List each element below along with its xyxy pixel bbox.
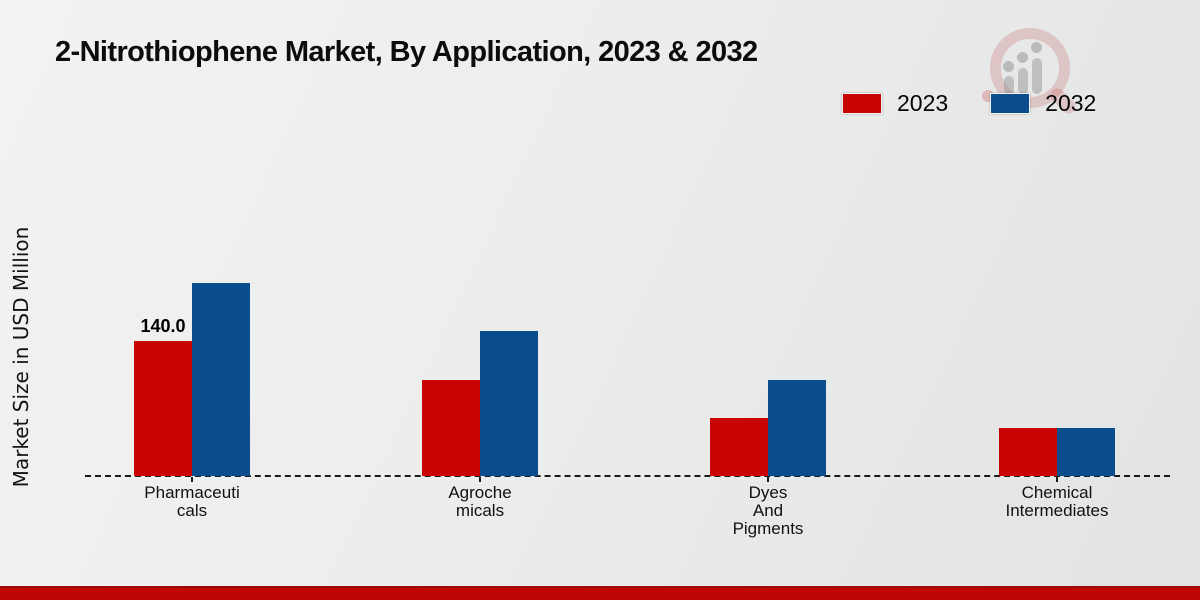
category-label-line: And — [752, 501, 784, 520]
watermark-bar-icon — [1032, 58, 1042, 94]
watermark-dot-icon — [1017, 52, 1028, 63]
bar-2023-dyes-and-pigments — [710, 418, 768, 476]
category-label-line: cals — [176, 501, 208, 520]
category-label-agrochemicals: Agroche micals — [370, 484, 590, 520]
category-label-line: Dyes — [748, 483, 788, 502]
x-axis-tick — [191, 477, 193, 482]
bar-2032-chemical-intermediates — [1057, 428, 1115, 476]
bar-2032-dyes-and-pigments — [768, 380, 826, 476]
bar-2023-chemical-intermediates — [999, 428, 1057, 476]
watermark-dot-icon — [1003, 61, 1014, 72]
x-axis-baseline — [85, 475, 1170, 477]
watermark-dot-icon — [1031, 42, 1042, 53]
bar-2023-pharmaceuticals — [134, 341, 192, 476]
x-axis-tick — [1056, 477, 1058, 482]
watermark-bar-icon — [1018, 68, 1028, 94]
category-label-line: Pharmaceuti — [144, 483, 240, 502]
bar-2032-agrochemicals — [480, 331, 538, 476]
legend-label-2032: 2032 — [1045, 90, 1097, 116]
legend: 2023 2032 — [842, 90, 1096, 117]
watermark-bar-icon — [1004, 76, 1014, 94]
category-label-pharmaceuticals: Pharmaceuti cals — [82, 484, 302, 520]
category-label-chemical-intermediates: Chemical Intermediates — [947, 484, 1167, 520]
category-label-dyes-and-pigments: Dyes And Pigments — [658, 484, 878, 538]
bar-2023-agrochemicals — [422, 380, 480, 476]
legend-item-2023: 2023 — [842, 90, 948, 117]
x-axis-tick — [479, 477, 481, 482]
legend-item-2032: 2032 — [990, 90, 1096, 117]
chart-title: 2-Nitrothiophene Market, By Application,… — [55, 36, 758, 68]
legend-swatch-2023 — [842, 93, 882, 114]
category-label-line: Chemical — [1021, 483, 1093, 502]
footer-accent-bar — [0, 586, 1200, 600]
bar-value-label: 140.0 — [140, 316, 186, 336]
legend-label-2023: 2023 — [897, 90, 949, 116]
category-label-line: Intermediates — [1005, 501, 1109, 520]
category-label-line: micals — [455, 501, 505, 520]
category-label-line: Pigments — [732, 519, 804, 538]
x-axis-tick — [767, 477, 769, 482]
legend-swatch-2032 — [990, 93, 1031, 114]
bar-2032-pharmaceuticals — [192, 283, 250, 476]
category-label-line: Agroche — [448, 483, 512, 502]
